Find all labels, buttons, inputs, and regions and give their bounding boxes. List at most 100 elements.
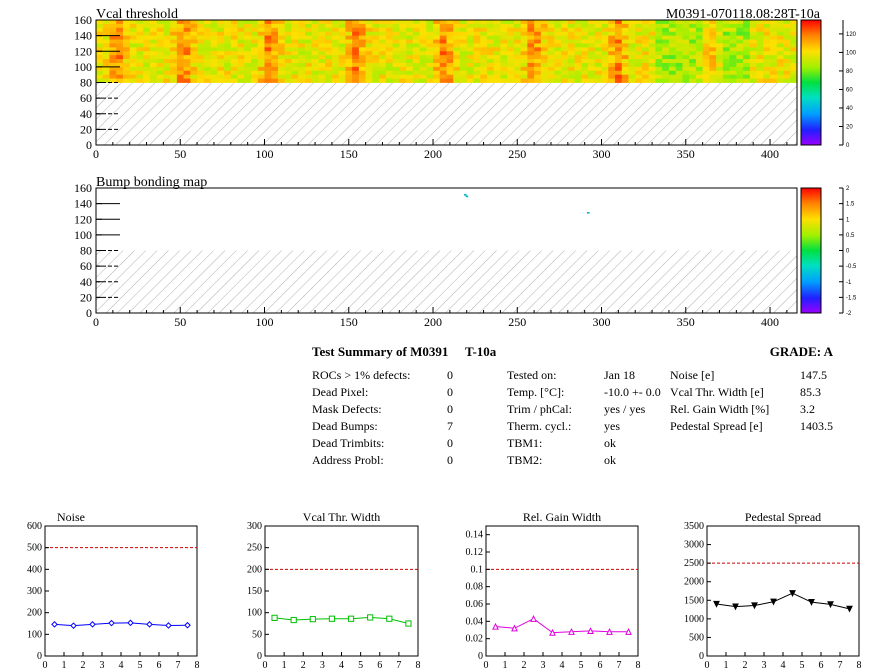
conditions-list: Tested on: Jan 18 Temp. [°C]: -10.0 +- 0.0 T… bbox=[507, 368, 661, 467]
data-point bbox=[89, 621, 96, 628]
chart-noise: Noise 0 1 2 3 4 5 6 7 8 0 100 200 300 400 500 600 bbox=[27, 510, 200, 671]
colorbar-tick-label: 1.5 bbox=[846, 202, 855, 208]
x-tick-label: 8 bbox=[857, 660, 862, 671]
x-tick-label: 2 bbox=[81, 660, 86, 671]
x-tick-label: 5 bbox=[579, 660, 584, 671]
x-tick-label: 0 bbox=[705, 660, 710, 671]
y-tick-label: 500 bbox=[27, 543, 42, 554]
series-line bbox=[495, 618, 629, 634]
data-point bbox=[108, 619, 115, 627]
y-tick-label: 0.1 bbox=[471, 564, 484, 575]
chart-vcal-thr-width: Vcal Thr. Width 0 1 2 3 4 5 6 7 8 0 50 100 150 200 250 3… bbox=[247, 510, 421, 671]
x-tick-label: 7 bbox=[838, 660, 843, 671]
x-tick-label: 3 bbox=[762, 660, 767, 671]
summary-label: Trim / phCal: bbox=[507, 402, 572, 416]
x-tick-label: 1 bbox=[503, 660, 508, 671]
x-tick-label: 0 bbox=[484, 660, 489, 671]
map-y-tick-label: 100 bbox=[74, 60, 92, 74]
data-point bbox=[789, 590, 796, 597]
chart-title: Noise bbox=[57, 510, 85, 524]
summary-value: 0 bbox=[447, 385, 453, 399]
test-summary: Test Summary of M0391 T-10a GRADE: A ROC… bbox=[312, 344, 834, 467]
x-tick-label: 8 bbox=[416, 660, 421, 671]
data-point bbox=[386, 615, 393, 622]
summary-value: Jan 18 bbox=[604, 368, 635, 382]
x-tick-label: 1 bbox=[724, 660, 729, 671]
threshold-cells bbox=[96, 20, 798, 83]
y-tick-label: 0.06 bbox=[466, 599, 484, 610]
map-x-tick-label: 200 bbox=[424, 315, 442, 329]
x-tick-label: 7 bbox=[176, 660, 181, 671]
colorbar-tick-label: 60 bbox=[846, 87, 853, 93]
summary-label: ROCs > 1% defects: bbox=[312, 368, 410, 382]
colorbar-tick-label: 40 bbox=[846, 106, 853, 112]
bump-bonding-title: Bump bonding map bbox=[96, 175, 207, 190]
map-x-tick-label: 100 bbox=[256, 315, 274, 329]
map-y-tick-label: 140 bbox=[74, 197, 92, 211]
x-tick-label: 7 bbox=[396, 660, 401, 671]
y-tick-label: 250 bbox=[247, 543, 262, 554]
map-y-tick-label: 60 bbox=[80, 91, 92, 105]
summary-value: 0 bbox=[447, 402, 453, 416]
summary-value: -10.0 +- 0.0 bbox=[604, 385, 661, 399]
summary-value: 0 bbox=[447, 453, 453, 467]
y-tick-label: 0 bbox=[37, 651, 42, 662]
summary-value: 0 bbox=[447, 436, 453, 450]
summary-label: Rel. Gain Width [%] bbox=[670, 402, 769, 416]
y-tick-label: 600 bbox=[27, 521, 42, 532]
map-x-tick-label: 200 bbox=[424, 147, 442, 161]
data-point bbox=[271, 614, 278, 621]
x-tick-label: 4 bbox=[339, 660, 344, 671]
summary-label: Dead Trimbits: bbox=[312, 436, 384, 450]
empty-region-hatch bbox=[96, 82, 797, 145]
colorbar-tick-label: 0 bbox=[846, 249, 850, 255]
data-point bbox=[770, 598, 777, 606]
map-y-tick-label: 0 bbox=[86, 138, 92, 152]
y-tick-label: 2500 bbox=[684, 558, 704, 569]
y-tick-label: 50 bbox=[252, 629, 262, 640]
y-tick-label: 0.04 bbox=[466, 616, 484, 627]
chart-title: Pedestal Spread bbox=[745, 510, 821, 524]
data-point bbox=[347, 615, 355, 622]
data-point bbox=[549, 628, 556, 636]
colorbar-tick-label: 2 bbox=[846, 186, 850, 192]
vcal-threshold-title: Vcal threshold bbox=[96, 7, 178, 22]
summary-label: Address Probl: bbox=[312, 453, 384, 467]
map-y-tick-label: 120 bbox=[74, 44, 92, 58]
x-tick-label: 1 bbox=[282, 660, 287, 671]
map-x-tick-label: 50 bbox=[174, 147, 186, 161]
y-tick-label: 3000 bbox=[684, 540, 704, 551]
map-y-tick-label: 160 bbox=[74, 13, 92, 27]
summary-value: yes bbox=[604, 419, 620, 433]
chart-frame bbox=[264, 525, 419, 657]
x-tick-label: 5 bbox=[358, 660, 363, 671]
summary-value: 7 bbox=[447, 419, 453, 433]
colorbar-tick-label: 0.5 bbox=[846, 233, 855, 239]
map-y-tick-label: 120 bbox=[74, 212, 92, 226]
colorbar-tick-label: 0 bbox=[846, 143, 850, 149]
map-x-tick-label: 150 bbox=[340, 147, 358, 161]
x-tick-label: 3 bbox=[100, 660, 105, 671]
x-tick-label: 2 bbox=[522, 660, 527, 671]
bump-defect-marker-0 bbox=[464, 194, 467, 196]
map-y-tick-label: 160 bbox=[74, 181, 92, 195]
colorbar-tick-label: 120 bbox=[846, 32, 857, 38]
map-y-tick-label: 20 bbox=[80, 290, 92, 304]
series-line bbox=[274, 616, 409, 624]
data-point bbox=[492, 622, 499, 630]
y-tick-label: 500 bbox=[689, 632, 704, 643]
y-tick-label: 3500 bbox=[684, 521, 704, 532]
colorbar-tick-label: 20 bbox=[846, 124, 853, 130]
chart-rel-gain-width: Rel. Gain Width 0 1 2 3 4 5 6 7 8 0 0.02 0.04 0.06 0.0… bbox=[466, 510, 641, 671]
map-x-tick-label: 250 bbox=[508, 315, 526, 329]
summary-value: ok bbox=[604, 436, 616, 450]
colorbar-tick-label: -2 bbox=[846, 311, 852, 317]
summary-value: 85.3 bbox=[800, 385, 821, 399]
data-point bbox=[309, 616, 316, 623]
y-tick-label: 0.02 bbox=[466, 634, 484, 645]
data-point bbox=[51, 621, 58, 628]
map-y-tick-label: 100 bbox=[74, 228, 92, 242]
summary-label: Dead Pixel: bbox=[312, 385, 368, 399]
data-point bbox=[367, 614, 374, 621]
